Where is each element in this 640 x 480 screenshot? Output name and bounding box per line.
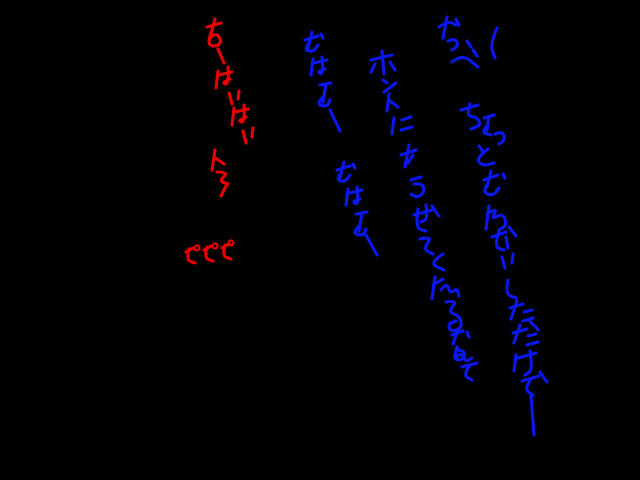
handwritten-glyph xyxy=(214,65,234,90)
handwritten-glyph xyxy=(482,113,496,137)
handwritten-glyph xyxy=(364,233,379,257)
handwritten-glyph xyxy=(450,39,480,69)
handwritten-glyph xyxy=(484,204,508,232)
handwritten-glyph xyxy=(216,47,226,65)
handwritten-glyph xyxy=(500,252,515,270)
handwritten-glyph xyxy=(511,319,540,347)
handwritten-glyph xyxy=(430,275,461,301)
handwritten-glyph xyxy=(369,49,397,76)
handwritten-glyph xyxy=(446,38,459,52)
handwritten-glyph xyxy=(227,89,241,106)
handwritten-glyph xyxy=(476,144,496,167)
handwritten-glyph xyxy=(508,299,535,323)
handwritten-glyph xyxy=(241,126,255,145)
handwritten-glyph xyxy=(390,115,414,136)
handwritten-glyph xyxy=(520,370,549,397)
handwritten-glyph xyxy=(453,345,474,363)
handwritten-glyph xyxy=(505,278,518,300)
handwritten-glyph xyxy=(353,210,369,237)
handwritten-glyph xyxy=(210,148,226,172)
handwritten-glyph xyxy=(437,15,461,40)
handwritten-glyph xyxy=(444,299,463,333)
handwritten-glyph xyxy=(381,78,398,94)
handwritten-glyph xyxy=(215,170,230,198)
handwritten-glyph xyxy=(309,55,329,77)
handwritten-glyph xyxy=(385,92,400,113)
handwritten-glyph xyxy=(512,349,538,377)
handwritten-glyph xyxy=(344,185,364,207)
handwritten-glyph xyxy=(317,81,333,108)
phrase-red-mumble xyxy=(210,148,230,198)
phrase-red-reply xyxy=(205,17,255,145)
handwritten-glyph xyxy=(399,143,418,169)
phrase-blue-greeting-2 xyxy=(335,160,379,257)
handwritten-glyph xyxy=(409,175,426,199)
handwritten-glyph xyxy=(482,169,507,197)
handwritten-glyph xyxy=(205,17,223,48)
handwritten-glyph xyxy=(202,242,219,263)
handwritten-glyph xyxy=(328,108,342,133)
handwritten-glyph xyxy=(220,239,235,261)
handwritten-glyph xyxy=(459,102,482,131)
handwritten-glyph xyxy=(490,225,518,252)
phrase-blue-right-column xyxy=(437,15,549,437)
handwritten-glyph xyxy=(529,394,536,437)
handwritten-glyph xyxy=(412,203,441,233)
handwritten-glyph xyxy=(418,236,435,256)
handwritten-glyph xyxy=(303,30,325,53)
handwritten-glyph xyxy=(493,131,506,146)
handwritten-glyph xyxy=(490,26,499,60)
handwritten-glyph xyxy=(230,103,250,127)
phrase-blue-middle-column xyxy=(369,49,479,382)
phrase-red-beeping xyxy=(184,239,235,265)
phrase-blue-greeting-1 xyxy=(303,30,342,133)
handwritten-glyph xyxy=(335,160,357,183)
handwritten-glyph xyxy=(432,252,446,272)
handwritten-glyph xyxy=(460,361,479,382)
handwritten-glyph xyxy=(184,244,201,265)
